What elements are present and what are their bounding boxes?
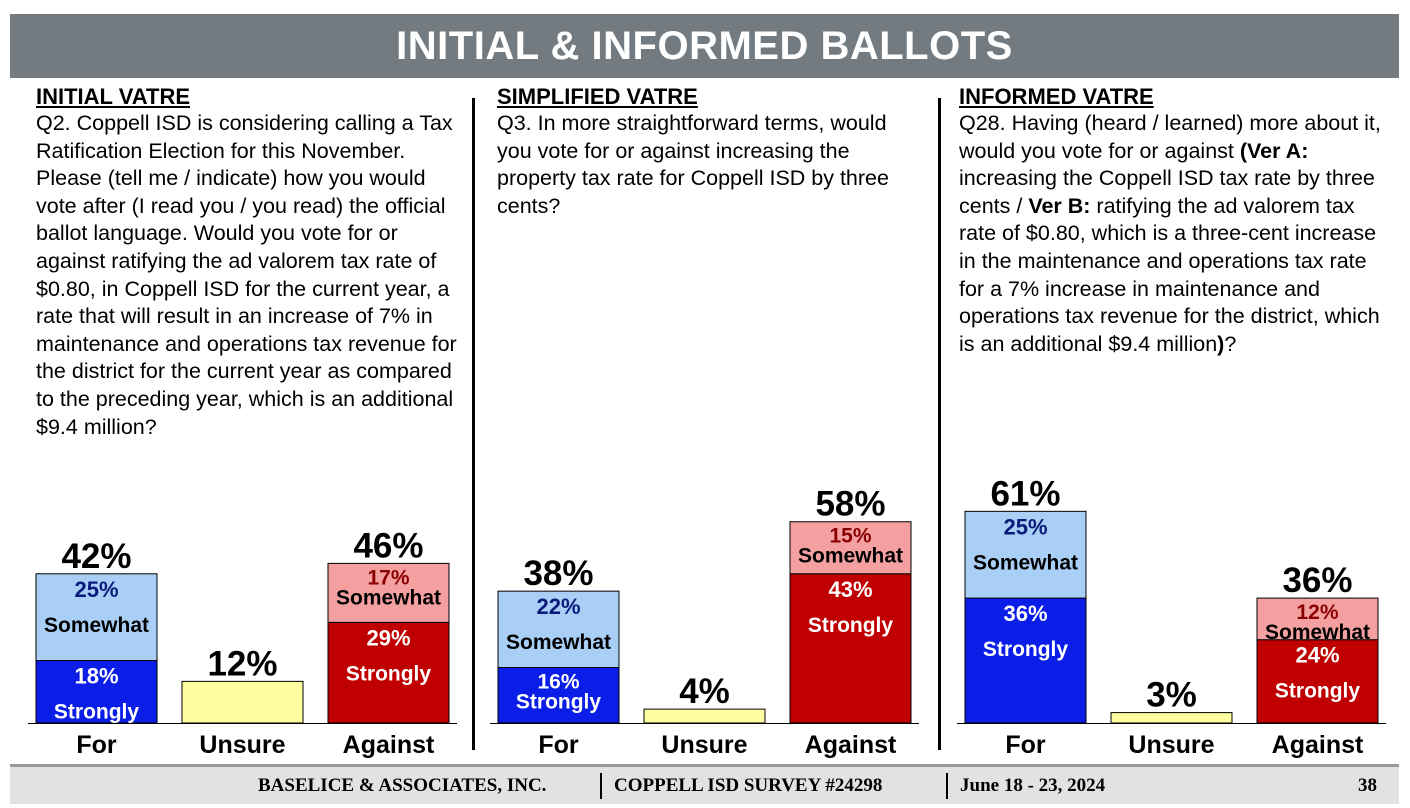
question-text-part: increasing the Coppell ISD tax rate by t… — [959, 166, 1375, 218]
question-text-part: ratifying the ad valorem tax rate of $0.… — [959, 193, 1380, 356]
question-text: Q3. In more straightforward terms, would… — [497, 111, 889, 218]
bar-total-label: 12% — [207, 644, 277, 683]
bar-total-label: 42% — [61, 537, 131, 576]
segment-category-label: Strongly — [516, 690, 601, 713]
segment-percent-label: 43% — [828, 577, 872, 602]
bar-segment-against-somewhat — [789, 521, 912, 575]
bar-segment-against-strongly — [789, 573, 912, 724]
segment-category-label: Strongly — [808, 614, 893, 637]
question-text-part: (Ver A: — [1239, 138, 1309, 163]
category-label-for: For — [76, 731, 117, 759]
panel-initial-vatre: INITIAL VATRE Q2. Coppell ISD is conside… — [36, 80, 466, 760]
question-text-part: Q28. Having (heard / learned) more about… — [959, 111, 1381, 163]
bar-total-label: 3% — [1146, 676, 1197, 715]
bar-segment-for-strongly — [35, 660, 158, 724]
footer-separator — [946, 773, 948, 799]
bar-total-label: 4% — [679, 672, 730, 711]
category-label-against: Against — [805, 731, 897, 759]
panel-simplified-vatre: SIMPLIFIED VATRE Q3. In more straightfor… — [497, 80, 927, 760]
bar-segment-for-strongly — [964, 597, 1087, 724]
panel-heading: INFORMED VATRE — [959, 84, 1154, 109]
question-text-part: Ver B: — [1028, 193, 1091, 218]
segment-category-label: Somewhat — [336, 586, 441, 609]
category-label-against: Against — [1272, 731, 1364, 759]
question-text: Q28. Having (heard / learned) more about… — [959, 110, 1391, 358]
segment-category-label: Somewhat — [44, 614, 149, 637]
segment-percent-label: 24% — [1295, 643, 1339, 668]
segment-percent-label: 17% — [367, 566, 409, 589]
segment-percent-label: 18% — [74, 664, 118, 689]
panel-divider — [472, 98, 475, 750]
bar-segment-against-somewhat — [1256, 597, 1379, 641]
footer-survey: COPPELL ISD SURVEY #24298 — [614, 775, 883, 796]
segment-category-label: Strongly — [983, 638, 1068, 661]
category-label-unsure: Unsure — [1128, 731, 1214, 759]
segment-category-label: Strongly — [346, 662, 431, 685]
panel-informed-vatre: INFORMED VATRE Q28. Having (heard / lear… — [959, 80, 1399, 760]
segment-percent-label: 36% — [1003, 601, 1047, 626]
bar-segment-for-somewhat — [35, 573, 158, 662]
question-text-part: ) — [1217, 331, 1225, 356]
question-text: Q2. Coppell ISD is considering calling a… — [36, 111, 457, 439]
page-title: INITIAL & INFORMED BALLOTS — [10, 14, 1399, 78]
footer-company: BASELICE & ASSOCIATES, INC. — [258, 775, 547, 796]
bar-total-label: 36% — [1282, 561, 1352, 600]
category-label-unsure: Unsure — [661, 731, 747, 759]
bar-segment-against-strongly — [327, 621, 450, 724]
segment-percent-label: 25% — [74, 577, 118, 602]
segment-percent-label: 12% — [1296, 601, 1338, 624]
footer-separator — [600, 773, 602, 799]
bar-segment-against-strongly — [1256, 639, 1379, 724]
segment-category-label: Strongly — [1275, 680, 1360, 703]
bar-segment-unsure — [643, 708, 766, 724]
category-label-against: Against — [343, 731, 435, 759]
category-label-unsure: Unsure — [199, 731, 285, 759]
bar-total-label: 46% — [353, 526, 423, 565]
segment-percent-label: 25% — [1003, 514, 1047, 539]
bar-segment-for-somewhat — [497, 590, 620, 668]
segment-category-label: Strongly — [54, 701, 139, 724]
bar-segment-for-strongly — [497, 666, 620, 724]
segment-category-label: Somewhat — [798, 545, 903, 568]
bar-total-label: 58% — [815, 485, 885, 524]
panel-heading: SIMPLIFIED VATRE — [497, 84, 698, 109]
segment-percent-label: 22% — [536, 594, 580, 619]
segment-percent-label: 16% — [537, 670, 579, 693]
bar-segment-against-somewhat — [327, 562, 450, 623]
question-text-part: ? — [1224, 331, 1237, 356]
segment-category-label: Somewhat — [973, 551, 1078, 574]
bar-segment-unsure — [1110, 712, 1233, 724]
category-label-for: For — [1005, 731, 1046, 759]
category-label-for: For — [538, 731, 579, 759]
footer-page-number: 38 — [1358, 775, 1377, 796]
bar-total-label: 61% — [990, 474, 1060, 513]
bar-segment-unsure — [181, 680, 304, 724]
panel-divider — [938, 98, 941, 750]
footer: BASELICE & ASSOCIATES, INC. COPPELL ISD … — [10, 764, 1399, 804]
segment-percent-label: 29% — [366, 625, 410, 650]
segment-category-label: Somewhat — [1265, 621, 1370, 644]
bar-total-label: 38% — [523, 554, 593, 593]
bar-segment-for-somewhat — [964, 510, 1087, 599]
segment-category-label: Somewhat — [506, 631, 611, 654]
footer-dates: June 18 - 23, 2024 — [960, 775, 1106, 796]
segment-percent-label: 15% — [829, 525, 871, 548]
panel-heading: INITIAL VATRE — [36, 84, 190, 109]
